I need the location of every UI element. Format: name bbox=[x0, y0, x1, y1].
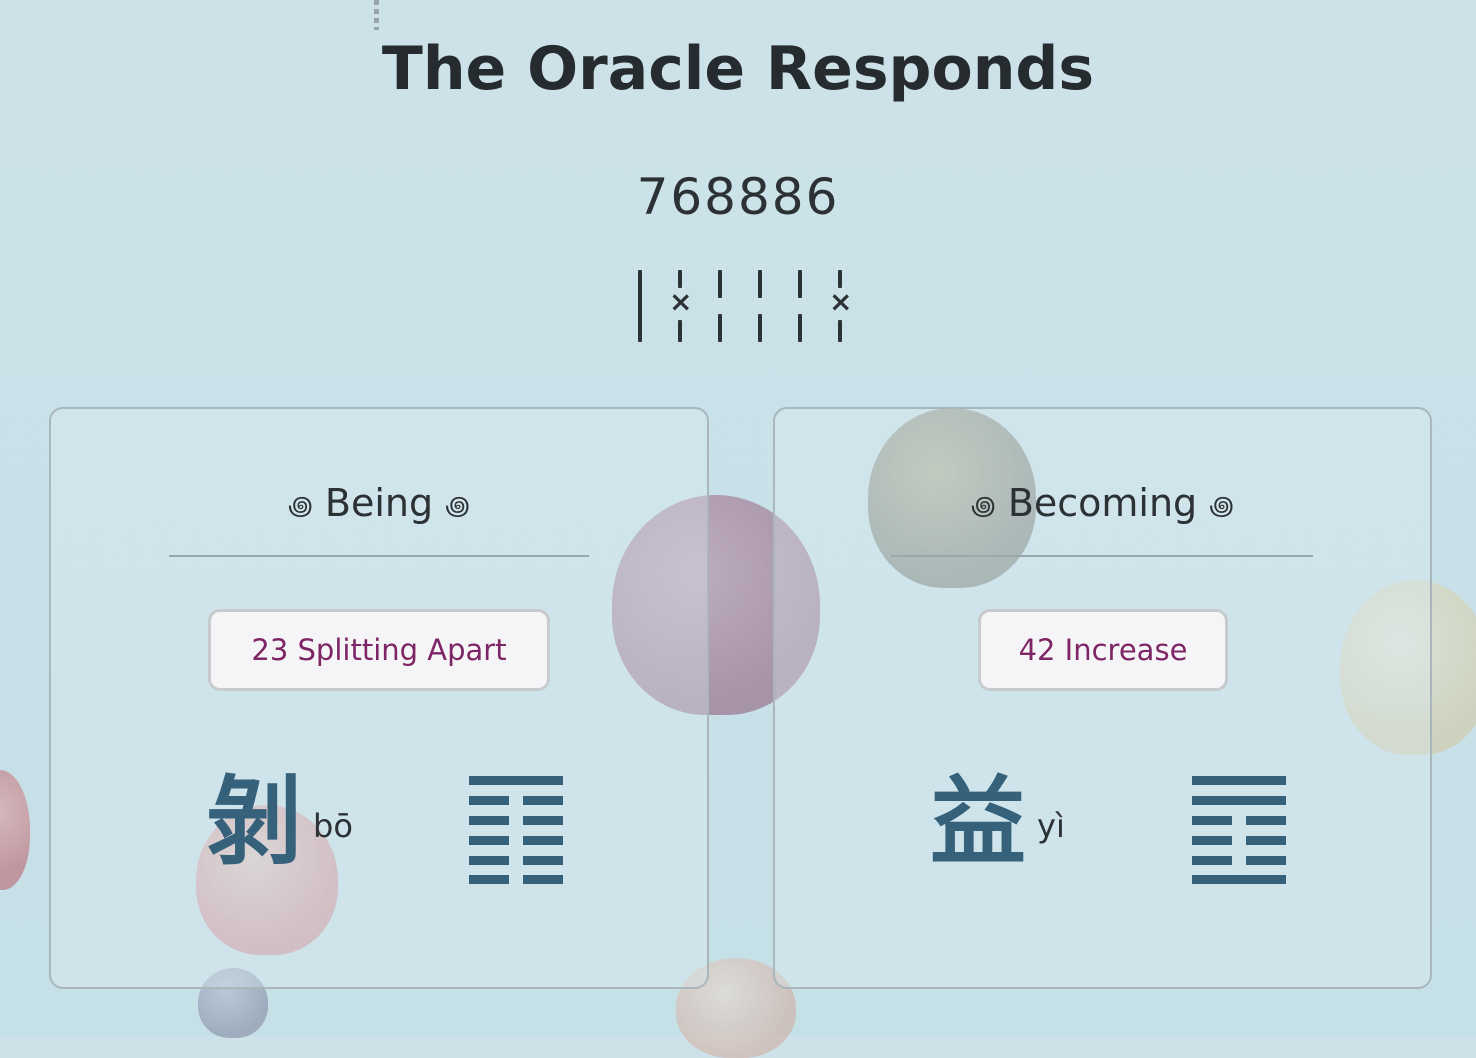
divider bbox=[169, 555, 589, 557]
cloud-ornament-icon: ꩜ bbox=[288, 491, 313, 522]
becoming-heading: ꩜ Becoming ꩜ bbox=[775, 481, 1430, 525]
becoming-hexagram-icon bbox=[1192, 776, 1286, 884]
becoming-hexagram-button[interactable]: 42 Increase bbox=[978, 609, 1228, 691]
cloud-ornament-icon: ꩜ bbox=[971, 491, 996, 522]
being-card: ꩜ Being ꩜ 23 Splitting Apart 剝 bō bbox=[49, 407, 709, 989]
cast-number: 768886 bbox=[636, 168, 840, 226]
balloon-background-image bbox=[0, 770, 30, 890]
balloon-background-image bbox=[1340, 580, 1476, 755]
being-hexagram-button[interactable]: 23 Splitting Apart bbox=[208, 609, 550, 691]
balloon-background-image bbox=[868, 408, 1036, 588]
line-4 bbox=[758, 270, 762, 342]
cast-lines: × × bbox=[630, 270, 852, 342]
being-heading: ꩜ Being ꩜ bbox=[51, 481, 707, 525]
changing-line-icon: × bbox=[669, 285, 693, 318]
changing-line-icon: × bbox=[829, 285, 853, 318]
page-title: The Oracle Responds bbox=[381, 34, 1095, 104]
balloon-background-image bbox=[198, 968, 268, 1038]
becoming-hanzi: 益 bbox=[930, 766, 1026, 878]
drag-handle-dots[interactable] bbox=[374, 0, 379, 30]
divider bbox=[891, 555, 1313, 557]
being-heading-label: Being bbox=[324, 481, 434, 525]
balloon-background-image bbox=[612, 495, 820, 715]
being-hexagram-icon bbox=[469, 776, 563, 884]
line-1 bbox=[638, 270, 642, 342]
cloud-ornament-icon: ꩜ bbox=[445, 491, 470, 522]
becoming-card: ꩜ Becoming ꩜ 42 Increase 益 yì bbox=[773, 407, 1432, 989]
being-pinyin: bō bbox=[313, 807, 353, 845]
line-5 bbox=[798, 270, 802, 342]
balloon-background-image bbox=[196, 805, 338, 955]
becoming-heading-label: Becoming bbox=[1007, 481, 1198, 525]
becoming-pinyin: yì bbox=[1037, 807, 1065, 845]
being-hanzi: 剝 bbox=[206, 766, 302, 878]
line-6-changing: × bbox=[829, 270, 852, 342]
line-3 bbox=[718, 270, 722, 342]
cloud-ornament-icon: ꩜ bbox=[1209, 491, 1234, 522]
line-2-changing: × bbox=[669, 270, 692, 342]
